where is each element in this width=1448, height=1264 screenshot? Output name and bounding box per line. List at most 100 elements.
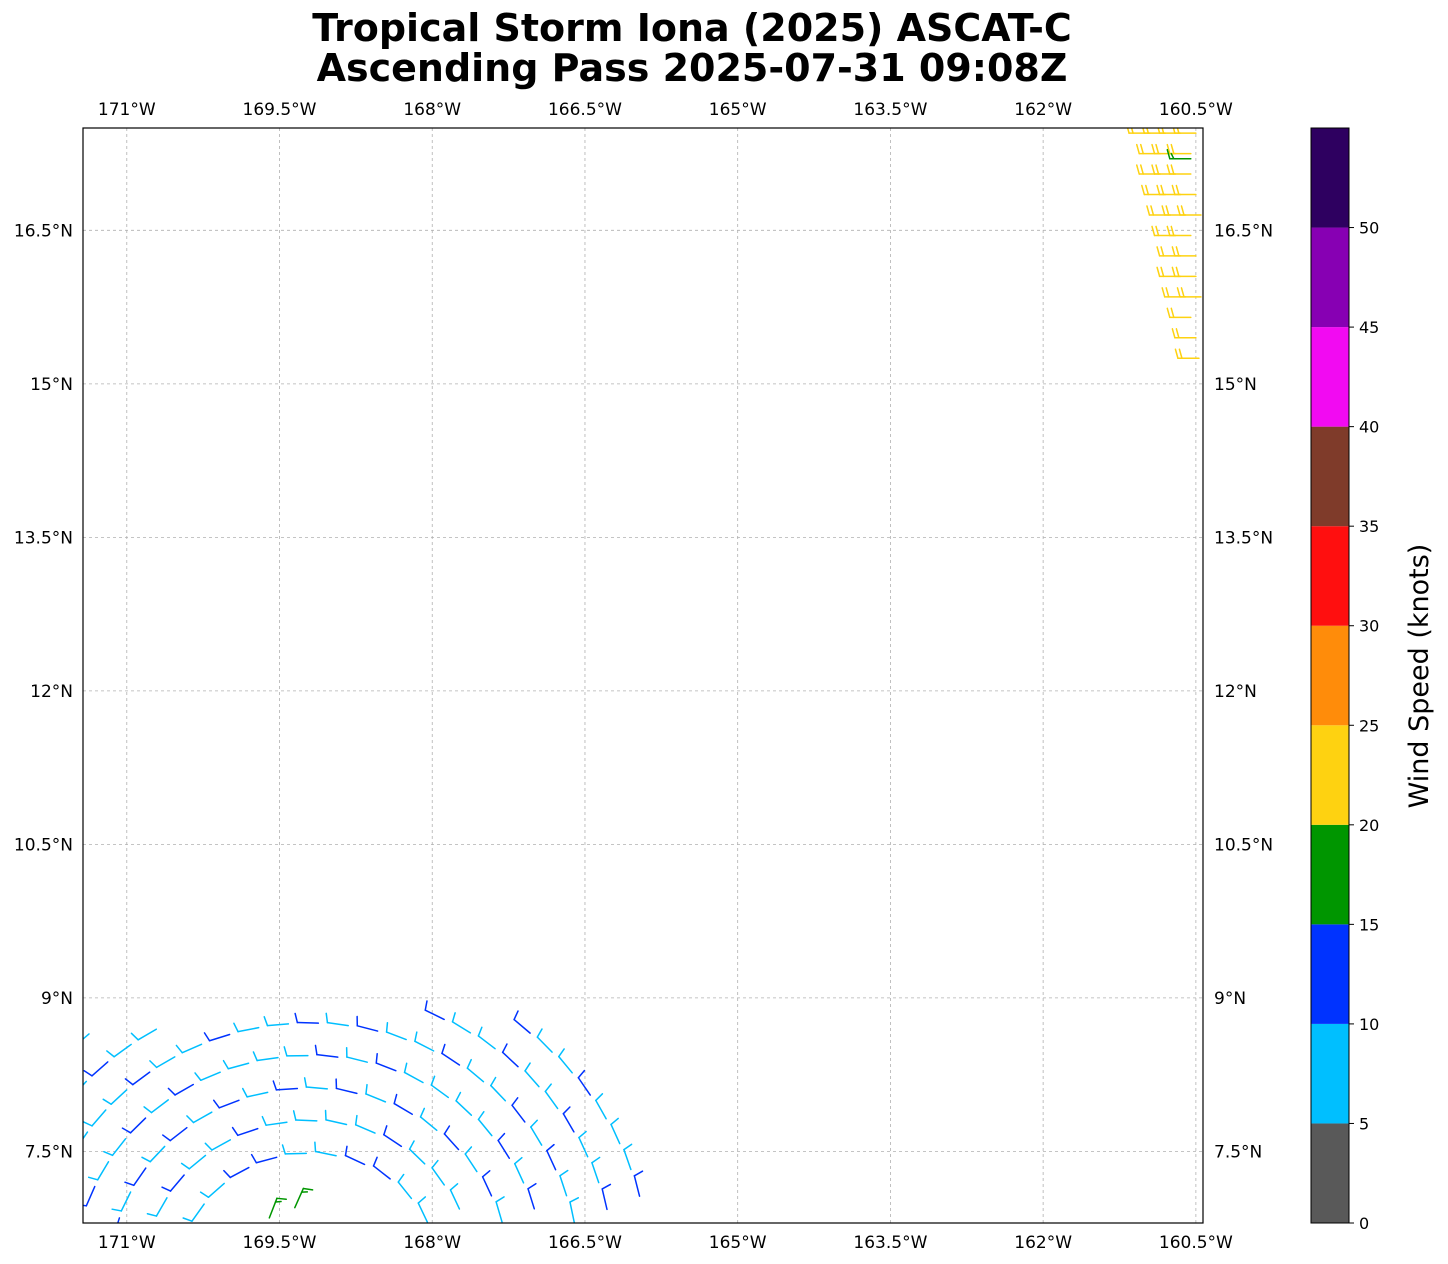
wind-barb-feather [578,1130,587,1139]
wind-barb-feather [314,1044,318,1056]
wind-barb-staff [449,1189,461,1210]
wind-barb [633,1170,644,1197]
wind-barb-staff [305,1086,329,1090]
wind-barb [1172,128,1197,134]
wind-barb-feather [1142,128,1146,134]
colorbar-bin [1311,426,1349,527]
wind-barb [261,1115,288,1126]
wind-barb-staff [441,1052,461,1066]
wind-barb-staff [383,1133,403,1148]
map-gridlines [83,128,1203,1223]
wind-barb-feather [186,1115,195,1124]
wind-barb [383,1125,403,1148]
lat-tick-label-left: 7.5°N [25,1142,73,1162]
wind-barb [419,1107,438,1132]
colorbar-bin [1311,924,1349,1024]
wind-barb-feather [252,1051,258,1062]
wind-barb-staff [546,1149,557,1171]
wind-barb-feather [372,1156,378,1167]
wind-barb-feather [419,1107,426,1118]
wind-barb [464,1146,478,1173]
wind-barb [623,1143,633,1171]
wind-barb-feather [124,1181,135,1187]
lat-tick-label-left: 13.5°N [14,528,73,548]
wind-barb [513,1010,531,1034]
wind-barb-staff [513,1018,531,1034]
wind-barb-feather [103,1150,114,1157]
wind-barb-feather [1160,184,1165,196]
wind-barb-feather [1170,152,1175,160]
wind-barb [83,1080,88,1087]
wind-barb-staff [96,1161,110,1181]
wind-barb-staff [524,1070,540,1088]
wind-barb [403,1062,424,1084]
wind-barb-feather [1151,164,1156,175]
wind-barb-feather [141,1156,152,1163]
wind-barb [455,1091,473,1116]
wind-barb-staff [397,1181,413,1200]
wind-barb [495,1196,505,1223]
wind-barb-feather [203,1032,211,1042]
colorbar-tick-label: 5 [1359,1114,1369,1133]
colorbar-tick-label: 10 [1359,1015,1379,1034]
wind-barb-feather [1161,287,1166,298]
wind-barb-staff [623,1148,632,1171]
wind-barb-feather [146,1212,158,1217]
wind-barb-feather [130,1032,139,1041]
wind-barb-feather [222,1059,230,1070]
wind-barb [294,1187,314,1209]
wind-barb-feather [233,1022,239,1033]
wind-barb [562,1106,575,1133]
wind-barb [577,1069,592,1096]
wind-barb-feather [544,1083,552,1093]
wind-barb-staff [477,1035,496,1050]
wind-barb-staff [83,1080,88,1087]
wind-barb-staff [393,1102,413,1116]
wind-barb-staff [562,1112,575,1133]
wind-barb [281,1144,308,1155]
wind-barb-feather [1157,128,1161,134]
wind-barb-staff [296,1021,320,1024]
wind-barb-staff [495,1201,503,1223]
wind-barb [365,1083,387,1103]
wind-barb [466,1058,485,1083]
wind-barb-feather [449,1183,459,1191]
wind-barb-feather [451,1012,456,1023]
wind-barb-staff [514,1162,525,1184]
wind-barb [335,1078,358,1095]
wind-barb-feather [1171,184,1176,196]
wind-barb-staff [326,1021,349,1027]
wind-barb-feather [1180,287,1185,298]
wind-barb [83,1109,107,1127]
wind-barb [490,1076,507,1102]
wind-barb-feather [490,1076,497,1087]
wind-barb [511,1097,526,1123]
wind-barb [233,1022,260,1033]
wind-barb-staff [372,1165,391,1180]
wind-barb-feather [577,1069,586,1079]
wind-barb-feather [276,1197,287,1200]
wind-barb [1171,184,1197,196]
lat-tick-label-left: 10.5°N [14,835,73,855]
lat-tick-label-right: 12°N [1214,682,1257,702]
wind-barb-feather [1156,266,1161,278]
wind-barb-feather [263,1016,269,1027]
wind-barb-staff [344,1154,366,1166]
wind-barb-staff [591,1161,600,1184]
wind-barb-staff [255,1156,278,1164]
wind-barb-feather [524,1062,531,1072]
wind-barb-staff [335,1087,358,1095]
wind-barb-feather [1160,246,1165,257]
wind-barb-feather [204,1142,213,1151]
lon-tick-label-bottom: 166.5°W [548,1233,622,1253]
wind-barb-staff [266,1023,290,1027]
wind-barb [497,1132,511,1160]
map-title-line-1: Tropical Storm Iona (2025) ASCAT-C [312,6,1072,50]
wind-barb [324,1109,348,1126]
wind-barb [103,1138,127,1157]
lat-tick-label-right: 10.5°N [1214,835,1273,855]
map-frame [82,127,1204,1224]
wind-barb-feather [242,1087,248,1098]
wind-barb-staff [117,1217,121,1223]
